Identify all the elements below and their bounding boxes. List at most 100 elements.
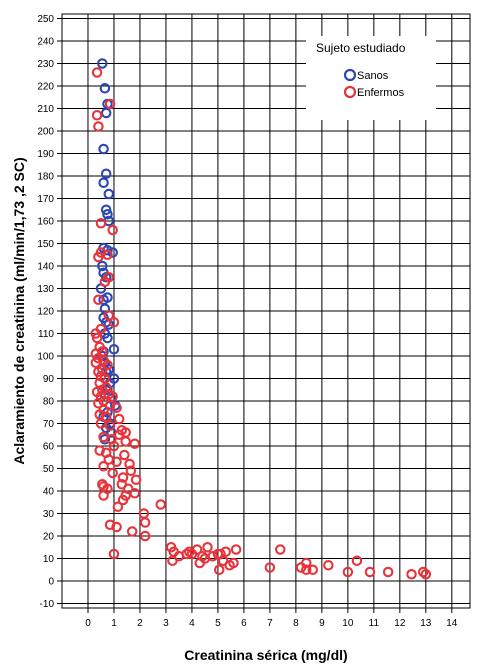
data-point-enfermos <box>107 224 118 236</box>
data-point-enfermos <box>95 418 107 429</box>
x-tick-label: 3 <box>163 618 169 629</box>
x-tick-label: 8 <box>293 618 299 629</box>
data-point-enfermos <box>230 544 242 555</box>
y-tick-label: 230 <box>37 59 54 70</box>
data-point-enfermos <box>417 566 429 578</box>
y-tick-label: -10 <box>40 599 55 610</box>
data-point-enfermos <box>213 564 225 575</box>
data-point-enfermos <box>100 411 112 422</box>
data-point-enfermos <box>119 449 130 461</box>
data-point-enfermos <box>139 530 151 542</box>
y-tick-label: 100 <box>37 352 54 363</box>
x-tick-label: 12 <box>394 618 406 629</box>
data-point-enfermos <box>93 121 104 132</box>
y-tick-label: 80 <box>43 397 55 408</box>
y-tick-label: 130 <box>37 284 54 295</box>
data-point-sanos <box>100 107 112 119</box>
y-tick-label: 240 <box>37 37 54 48</box>
y-tick-label: 140 <box>37 262 54 273</box>
data-point-enfermos <box>111 521 122 533</box>
data-point-enfermos <box>107 467 118 479</box>
data-point-enfermos <box>202 541 213 553</box>
data-point-sanos <box>97 58 108 69</box>
legend-label-enfermos: Enfermos <box>357 87 405 99</box>
data-point-enfermos <box>129 438 141 449</box>
data-point-enfermos <box>126 526 138 537</box>
data-point-enfermos <box>382 566 394 578</box>
y-tick-label: 30 <box>43 509 55 520</box>
data-point-enfermos <box>124 458 135 470</box>
data-point-enfermos <box>98 490 109 501</box>
y-tick-label: 170 <box>37 194 54 205</box>
data-point-enfermos <box>125 465 137 476</box>
data-point-enfermos <box>264 562 276 573</box>
data-point-enfermos <box>275 544 286 555</box>
data-point-sanos <box>103 364 115 375</box>
legend-label-sanos: Sanos <box>357 70 389 82</box>
y-tick-label: 40 <box>43 487 55 498</box>
y-tick-label: 180 <box>37 172 54 183</box>
legend-box <box>306 36 436 120</box>
y-tick-label: 190 <box>37 149 54 160</box>
data-point-enfermos <box>220 546 231 557</box>
y-tick-label: 0 <box>48 577 54 588</box>
x-tick-label: 11 <box>369 618 380 629</box>
data-point-enfermos <box>307 564 319 575</box>
data-point-enfermos <box>93 294 104 305</box>
data-point-enfermos <box>99 276 111 287</box>
data-point-enfermos <box>91 67 103 78</box>
data-point-enfermos <box>351 555 363 566</box>
legend-marker-sanos <box>343 68 357 82</box>
data-point-enfermos <box>113 429 125 440</box>
data-point-enfermos <box>113 413 125 425</box>
y-tick-label: 60 <box>43 442 55 453</box>
x-tick-label: 2 <box>137 618 143 629</box>
legend-marker-enfermos <box>343 85 357 99</box>
data-point-enfermos <box>129 487 141 499</box>
data-point-enfermos <box>91 332 103 344</box>
data-point-sanos <box>100 204 112 216</box>
data-point-enfermos <box>323 559 334 571</box>
data-point-enfermos <box>197 550 208 562</box>
data-point-enfermos <box>130 474 142 485</box>
data-point-enfermos <box>117 472 129 483</box>
data-point-sanos <box>98 143 109 155</box>
data-point-enfermos <box>104 519 116 530</box>
data-point-enfermos <box>103 310 115 321</box>
data-point-sanos <box>102 245 113 256</box>
data-point-enfermos <box>117 494 129 506</box>
data-point-enfermos <box>90 357 102 368</box>
data-point-enfermos <box>95 218 107 229</box>
data-point-sanos <box>99 83 111 94</box>
x-axis-title: Creatinina sérica (mg/dl) <box>184 647 347 663</box>
x-tick-label: 6 <box>241 618 247 629</box>
x-tick-label: 0 <box>85 618 91 629</box>
data-point-enfermos <box>108 548 120 560</box>
legend: Sujeto estudiado Sanos Enfermos <box>306 36 436 120</box>
x-tick-label: 5 <box>215 618 221 629</box>
y-tick-label: 150 <box>37 239 54 250</box>
y-tick-label: 70 <box>43 419 55 430</box>
y-tick-label: 110 <box>38 329 54 340</box>
y-tick-label: 20 <box>43 532 55 543</box>
data-point-enfermos <box>139 517 151 528</box>
data-point-enfermos <box>364 566 376 578</box>
data-point-sanos <box>107 247 118 258</box>
data-point-sanos <box>102 209 113 220</box>
data-point-enfermos <box>155 499 167 510</box>
x-tick-label: 9 <box>319 618 325 629</box>
data-point-enfermos <box>120 436 131 447</box>
data-point-enfermos <box>342 566 354 578</box>
data-point-enfermos <box>111 456 122 467</box>
y-tick-label: 90 <box>43 374 55 385</box>
data-point-sanos <box>97 260 108 272</box>
data-point-enfermos <box>420 568 432 580</box>
data-point-sanos <box>103 188 115 200</box>
x-tick-label: 10 <box>342 618 354 629</box>
legend-title: Sujeto estudiado <box>316 41 406 55</box>
data-point-enfermos <box>111 402 122 413</box>
data-point-enfermos <box>167 555 178 566</box>
data-point-sanos <box>108 343 120 355</box>
y-tick-label: 210 <box>37 104 54 115</box>
